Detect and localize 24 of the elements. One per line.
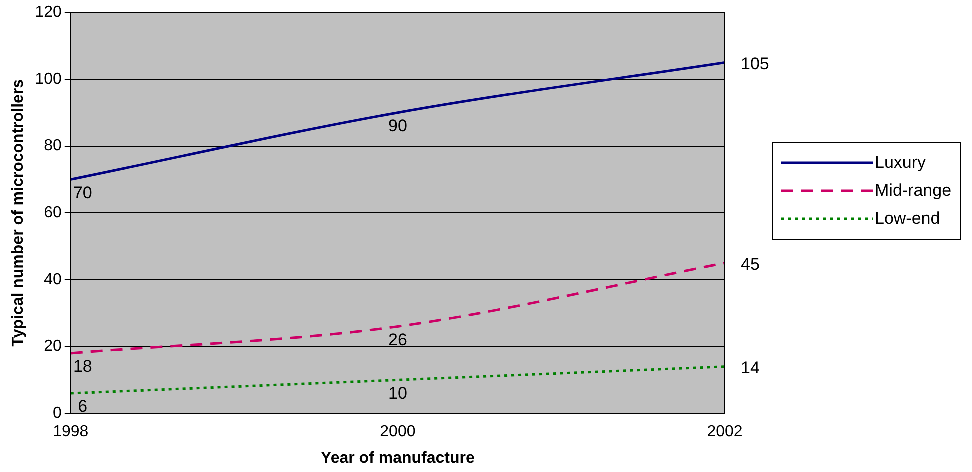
data-label: 45 [741, 254, 760, 274]
data-label: 14 [741, 358, 760, 378]
y-tick-label: 20 [44, 338, 62, 356]
y-tick-label: 60 [44, 204, 62, 222]
data-label: 6 [78, 397, 88, 416]
x-axis-title: Year of manufacture [321, 450, 475, 467]
text: Mid-range [875, 181, 952, 201]
x-tick-label: 2002 [707, 424, 743, 441]
data-label: 10 [388, 384, 408, 403]
x-tick-label: 2000 [380, 424, 416, 441]
y-tick-label: 80 [44, 138, 62, 155]
data-label: 18 [73, 357, 92, 376]
y-tick-label: 40 [44, 271, 62, 288]
data-label: 90 [388, 116, 408, 136]
data-label: 105 [741, 54, 770, 74]
x-tick-label: 1998 [53, 424, 89, 441]
text: Luxury [875, 153, 926, 173]
y-tick-label: 0 [52, 405, 62, 422]
data-label: 70 [73, 183, 92, 202]
data-label: 26 [388, 330, 408, 350]
y-tick-label: 120 [35, 4, 62, 22]
y-axis-title: Typical number of microcontrollers [10, 79, 28, 347]
text: Low-end [875, 209, 940, 229]
y-tick-label: 100 [35, 70, 62, 88]
